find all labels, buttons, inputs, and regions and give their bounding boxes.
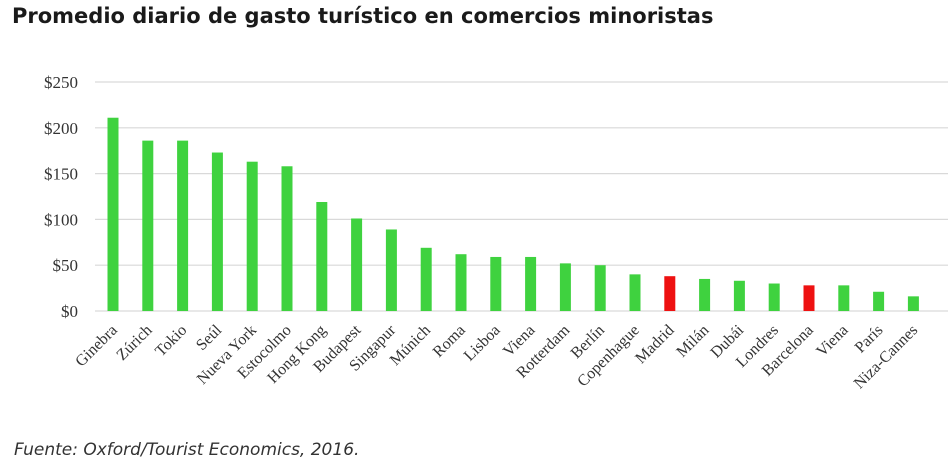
bar-múnich — [420, 247, 432, 311]
bar-zúrich — [142, 140, 154, 311]
bar-budapest — [351, 218, 363, 311]
bar-hong-kong — [316, 201, 328, 311]
source-note: Fuente: Oxford/Tourist Economics, 2016. — [14, 440, 360, 460]
x-tick-label: Ginebra — [72, 322, 120, 370]
bar-londres — [768, 283, 780, 311]
bar-dubái — [733, 280, 745, 311]
bar-estocolmo — [281, 166, 293, 311]
x-tick-label: Niza-Cannes — [851, 322, 921, 392]
bar-viena — [838, 285, 850, 311]
bar-nueva-york — [246, 161, 258, 311]
bar-berlín — [594, 265, 606, 311]
bar-rotterdam — [559, 263, 571, 311]
bar-milán — [699, 278, 711, 311]
x-tick-label: Tokio — [152, 322, 190, 360]
bar-ginebra — [107, 117, 119, 311]
x-tick-label: Zúrich — [113, 322, 155, 364]
bar-copenhague — [629, 274, 641, 311]
y-tick-label: $150 — [44, 165, 78, 184]
y-tick-label: $0 — [61, 302, 78, 321]
y-axis-ticks: $0 $50 $100 $150 $200 $250 — [44, 73, 78, 321]
chart-title: Promedio diario de gasto turístico en co… — [12, 4, 714, 28]
bar-barcelona — [803, 285, 815, 311]
x-tick-label: Lisboa — [461, 322, 504, 365]
bar-singapur — [385, 229, 397, 311]
bar-parís — [873, 291, 885, 311]
grid-lines — [95, 81, 948, 312]
x-tick-label: Viena — [813, 322, 851, 360]
bar-lisboa — [490, 256, 502, 311]
bar-niza-cannes — [907, 296, 919, 311]
bar-seúl — [211, 152, 223, 311]
bar-tokio — [177, 140, 189, 311]
bar-madrid — [664, 276, 676, 311]
bars — [107, 117, 919, 311]
y-tick-label: $200 — [44, 119, 78, 138]
y-tick-label: $50 — [53, 256, 79, 275]
x-tick-label: Madrid — [632, 322, 677, 367]
bar-roma — [455, 254, 467, 311]
bar-viena — [525, 256, 537, 311]
y-tick-label: $250 — [44, 73, 78, 92]
y-tick-label: $100 — [44, 210, 78, 229]
x-tick-label: Milán — [673, 322, 712, 361]
